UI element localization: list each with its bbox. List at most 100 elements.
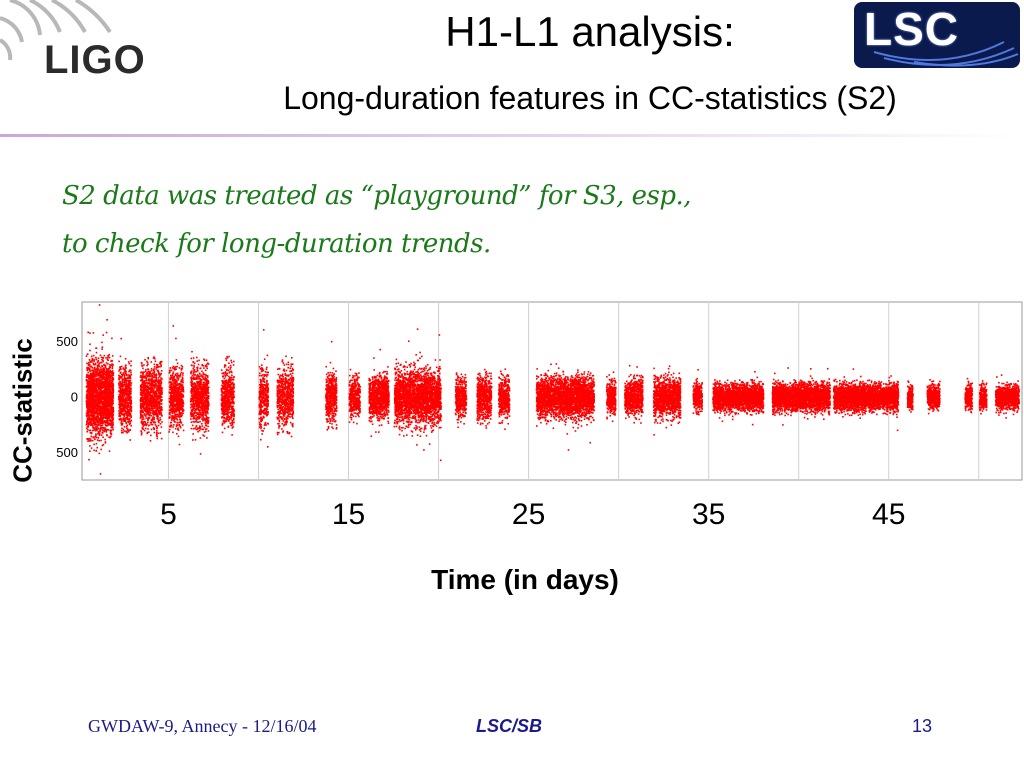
data-point — [129, 423, 131, 425]
data-point — [119, 418, 121, 420]
data-point — [107, 384, 109, 386]
data-point — [108, 390, 110, 392]
data-point — [101, 432, 103, 434]
data-point — [91, 394, 93, 396]
data-point — [87, 424, 89, 426]
data-point — [102, 412, 104, 414]
data-point — [111, 391, 113, 393]
data-point — [86, 355, 88, 357]
page-subtitle: Long-duration features in CC-statistics … — [170, 80, 1010, 117]
data-point — [86, 431, 88, 433]
data-point — [95, 405, 97, 407]
data-point — [146, 372, 148, 374]
data-point — [104, 439, 106, 441]
data-point — [106, 362, 108, 364]
data-point — [103, 411, 105, 413]
data-point — [122, 401, 124, 403]
data-point — [154, 366, 156, 368]
data-point — [108, 376, 110, 378]
data-point — [100, 440, 102, 442]
data-point — [89, 390, 91, 392]
data-point — [119, 366, 121, 368]
data-point — [128, 410, 130, 412]
data-point — [90, 432, 92, 434]
data-point — [94, 369, 96, 371]
data-point — [89, 398, 91, 400]
data-point — [112, 422, 114, 424]
data-point — [118, 384, 120, 386]
data-point — [107, 378, 109, 380]
data-point — [99, 433, 101, 435]
data-point — [130, 380, 132, 382]
data-point — [130, 401, 132, 403]
data-point — [160, 391, 162, 393]
data-point — [122, 395, 124, 397]
data-point — [147, 419, 149, 421]
data-point — [110, 398, 112, 400]
data-point — [147, 432, 149, 434]
data-point — [87, 426, 89, 428]
data-point — [125, 370, 127, 372]
data-point — [102, 429, 104, 431]
data-point — [141, 421, 143, 423]
data-point — [96, 368, 98, 370]
data-point — [101, 387, 103, 389]
data-point — [96, 359, 98, 361]
data-point — [100, 393, 102, 395]
data-point — [103, 377, 105, 379]
data-point — [129, 375, 131, 377]
data-point — [161, 438, 163, 440]
data-point — [106, 431, 108, 433]
data-point — [103, 387, 105, 389]
data-point — [105, 398, 107, 400]
data-point — [141, 431, 143, 433]
data-point — [104, 404, 106, 406]
data-point — [110, 433, 112, 435]
data-point — [122, 391, 124, 393]
data-point — [100, 425, 102, 427]
data-point — [99, 419, 101, 421]
data-point — [86, 395, 88, 397]
data-point — [104, 355, 106, 357]
data-point — [105, 429, 107, 431]
data-point — [112, 398, 114, 400]
data-point — [151, 361, 153, 363]
data-point — [102, 402, 104, 404]
data-point — [121, 403, 123, 405]
data-point — [98, 364, 100, 366]
data-point — [97, 421, 99, 423]
data-point — [126, 374, 128, 376]
data-point — [91, 373, 93, 375]
data-point — [129, 377, 131, 379]
data-point — [97, 384, 99, 386]
data-point — [86, 386, 88, 388]
data-point — [96, 429, 98, 431]
data-point — [90, 397, 92, 399]
data-point — [159, 373, 161, 375]
data-point — [124, 419, 126, 421]
data-point — [146, 380, 148, 382]
data-point — [92, 426, 94, 428]
data-point — [108, 388, 110, 390]
data-point — [122, 383, 124, 385]
data-point — [151, 429, 153, 431]
data-point — [147, 422, 149, 424]
data-point — [100, 371, 102, 373]
data-point — [95, 388, 97, 390]
data-point — [107, 357, 109, 359]
data-point — [127, 402, 129, 404]
data-point — [130, 416, 132, 418]
data-point — [87, 415, 89, 417]
data-point — [141, 371, 143, 373]
data-point — [128, 383, 130, 385]
data-point — [98, 377, 100, 379]
data-point — [125, 392, 127, 394]
data-point — [119, 413, 121, 415]
data-point — [119, 381, 121, 383]
data-point — [99, 453, 101, 455]
data-point — [95, 426, 97, 428]
data-point — [86, 396, 88, 398]
data-point — [158, 380, 160, 382]
data-point — [89, 378, 91, 380]
